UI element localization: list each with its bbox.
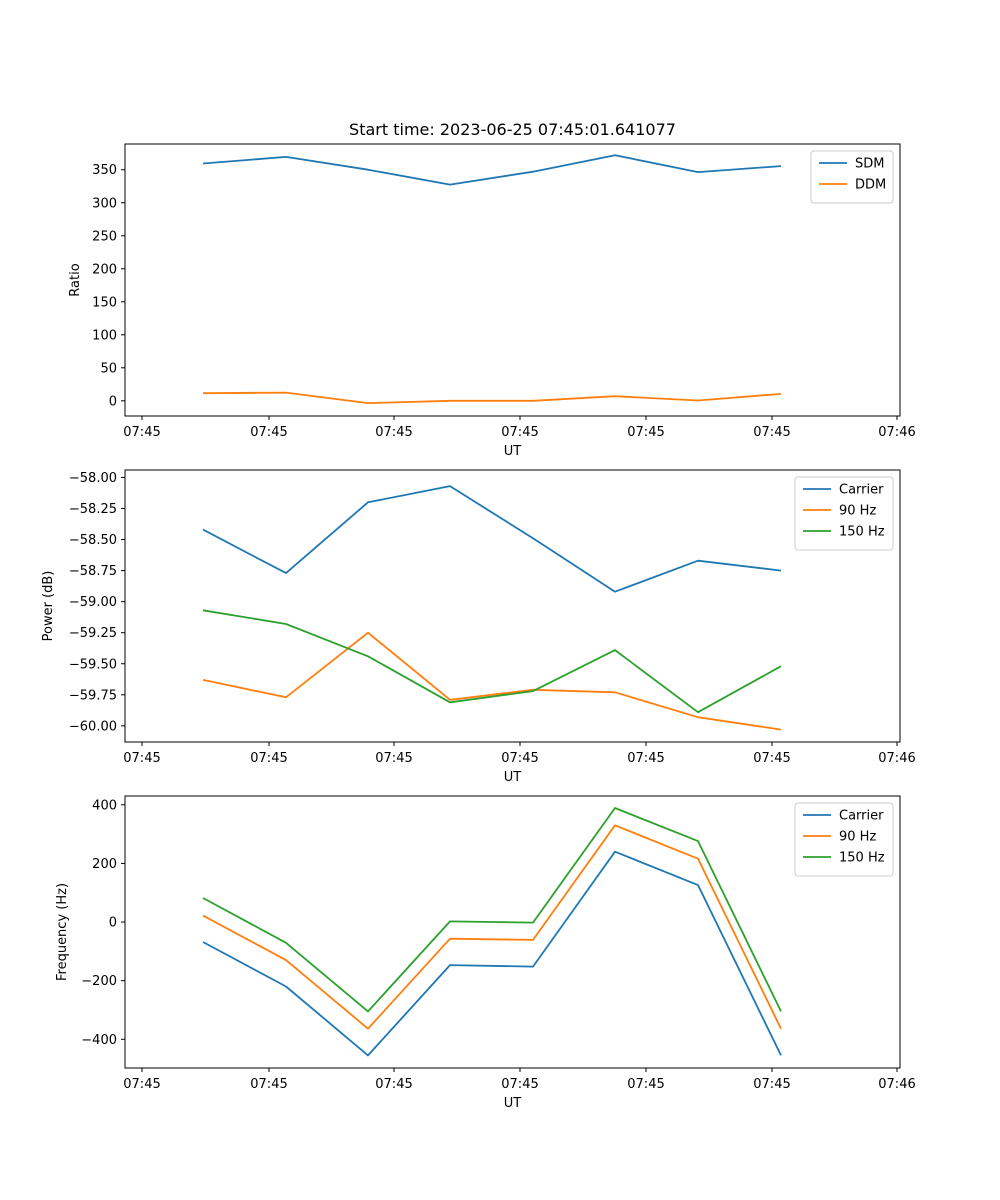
y-tick-label: 0 <box>109 394 117 409</box>
subplot-3: −400 −200 0 200 400 07:45 07:45 07:45 07:45 07:45… <box>55 795 916 1111</box>
y-tick-label: −58.50 <box>69 533 117 548</box>
x-tick-label: 07:45 <box>501 751 538 766</box>
x-axis-label: UT <box>504 770 522 785</box>
x-tick-label: 07:45 <box>627 425 664 440</box>
x-tick-label: 07:45 <box>627 1077 664 1092</box>
y-tick-label: 150 <box>92 295 117 310</box>
y-tick-label: −58.25 <box>69 502 117 517</box>
legend-label: 90 Hz <box>839 504 876 519</box>
y-tick-label: 100 <box>92 328 117 343</box>
legend-label: SDM <box>855 157 884 172</box>
x-tick-label: 07:45 <box>375 1077 412 1092</box>
y-axis-label: Power (dB) <box>41 571 56 642</box>
subplot-1: Start time: 2023-06-25 07:45:01.641077 0 5… <box>68 120 916 459</box>
y-tick-label: 250 <box>92 229 117 244</box>
legend: Carrier 90 Hz 150 Hz <box>794 476 894 551</box>
legend: Carrier 90 Hz 150 Hz <box>794 802 894 877</box>
x-tick-label: 07:45 <box>501 1077 538 1092</box>
legend: SDM DDM <box>810 150 894 204</box>
x-tick-label: 07:45 <box>627 751 664 766</box>
y-tick-label: −59.00 <box>69 595 117 610</box>
x-tick-label: 07:45 <box>753 1077 790 1092</box>
y-tick-label: 400 <box>92 798 117 813</box>
legend-label: Carrier <box>839 483 884 498</box>
series-line-150-hz <box>202 807 782 1013</box>
x-tick-label: 07:45 <box>250 751 287 766</box>
y-tick-label: 300 <box>92 196 117 211</box>
series-line-carrier <box>202 485 782 593</box>
x-tick-label: 07:46 <box>878 751 915 766</box>
series-line-ddm <box>202 391 782 405</box>
axes-frame <box>124 469 901 743</box>
series-line-90-hz <box>202 824 782 1030</box>
y-axis-label: Ratio <box>68 263 83 296</box>
x-tick-label: 07:46 <box>878 1077 915 1092</box>
legend-box <box>810 150 894 204</box>
y-tick-label: 0 <box>109 916 117 931</box>
x-tick-label: 07:45 <box>753 751 790 766</box>
x-tick-label: 07:45 <box>375 751 412 766</box>
axes-frame <box>124 143 901 417</box>
y-tick-label: 350 <box>92 163 117 178</box>
series-line-150-hz <box>202 609 782 714</box>
x-tick-label: 07:45 <box>753 425 790 440</box>
x-tick-label: 07:45 <box>501 425 538 440</box>
y-tick-label: −58.00 <box>69 471 117 486</box>
series-line-sdm <box>202 154 782 186</box>
y-tick-label: 200 <box>92 857 117 872</box>
legend-label: 150 Hz <box>839 851 885 866</box>
series-line-carrier <box>202 850 782 1057</box>
x-tick-label: 07:45 <box>123 751 160 766</box>
legend-label: DDM <box>855 178 886 193</box>
subplot-2: −60.00 −59.75 −59.50 −59.25 −59.00 −58.75 −58.… <box>41 469 916 785</box>
x-axis-label: UT <box>504 444 522 459</box>
y-axis-label: Frequency (Hz) <box>55 883 70 981</box>
y-tick-label: 50 <box>100 361 117 376</box>
y-tick-label: −59.50 <box>69 657 117 672</box>
x-tick-label: 07:45 <box>123 425 160 440</box>
legend-label: 150 Hz <box>839 525 885 540</box>
y-tick-label: −59.25 <box>69 626 117 641</box>
legend-label: 90 Hz <box>839 830 876 845</box>
y-tick-label: −200 <box>81 974 117 989</box>
x-axis-label: UT <box>504 1096 522 1111</box>
x-tick-label: 07:45 <box>375 425 412 440</box>
axes-frame <box>124 795 901 1069</box>
y-tick-label: −60.00 <box>69 719 117 734</box>
chart-title: Start time: 2023-06-25 07:45:01.641077 <box>349 120 676 139</box>
legend-label: Carrier <box>839 809 884 824</box>
y-tick-label: −58.75 <box>69 564 117 579</box>
x-tick-label: 07:45 <box>250 425 287 440</box>
series-line-90-hz <box>202 631 782 731</box>
y-tick-label: −400 <box>81 1033 117 1048</box>
y-tick-label: 200 <box>92 262 117 277</box>
y-tick-label: −59.75 <box>69 688 117 703</box>
x-tick-label: 07:45 <box>123 1077 160 1092</box>
x-tick-label: 07:46 <box>878 425 915 440</box>
x-tick-label: 07:45 <box>250 1077 287 1092</box>
